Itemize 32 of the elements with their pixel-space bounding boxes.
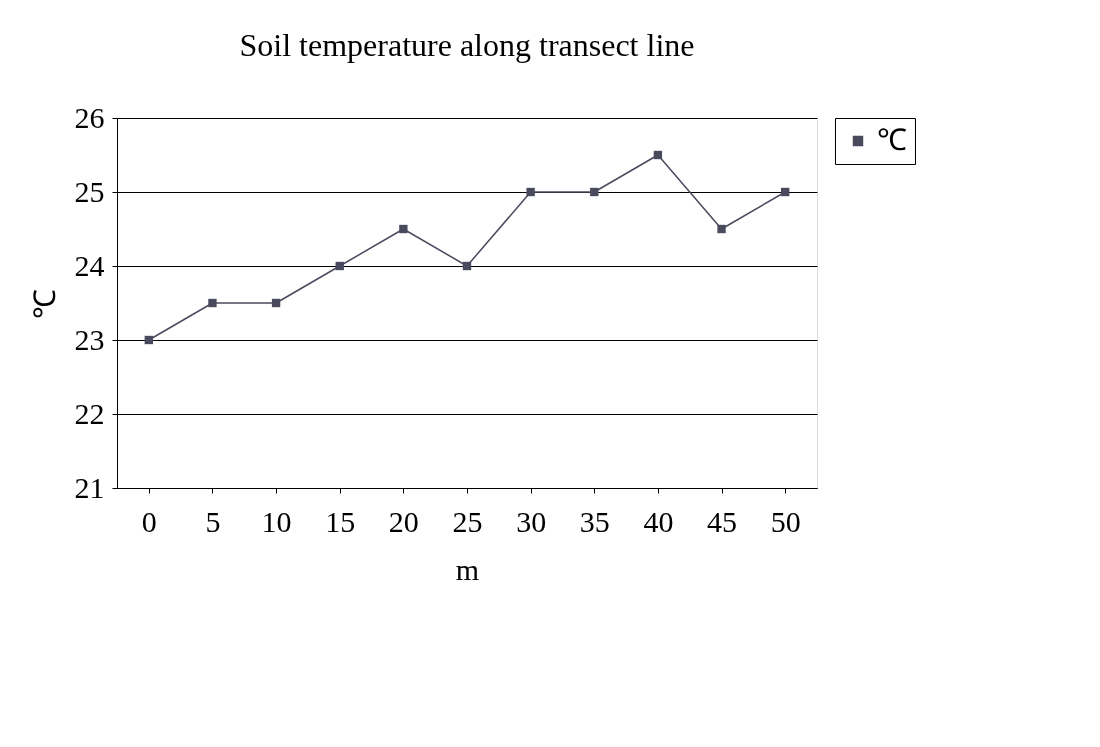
x-tick-label: 50 (770, 504, 801, 538)
y-tick-label: 26 (74, 100, 105, 134)
point (271, 298, 281, 308)
point (717, 224, 726, 234)
x-tick-label: 40 (643, 504, 674, 538)
x-tick-label: 20 (388, 504, 419, 538)
point (653, 150, 663, 160)
x-tick-label: 35 (579, 504, 610, 538)
x-tick-label: 10 (261, 504, 292, 538)
y-axis-title: ℃ (27, 288, 61, 319)
point (462, 261, 472, 271)
x-tick-label: 25 (452, 504, 483, 538)
x-tick-label: 15 (325, 504, 356, 538)
point (781, 187, 790, 197)
y-tick-label: 21 (74, 470, 105, 504)
chart-title: Soil temperature along transect line (239, 27, 695, 63)
point (590, 187, 599, 197)
point (144, 335, 153, 345)
point (335, 261, 344, 271)
y-tick-label: 25 (74, 174, 105, 208)
point (399, 224, 408, 234)
x-axis-title: m (455, 552, 480, 586)
x-tick-label: 0 (141, 504, 157, 538)
y-tick-label: 22 (74, 396, 105, 430)
y-tick-label: 23 (74, 322, 105, 356)
x-tick-label: 30 (516, 504, 547, 538)
y-tick-label: 24 (74, 248, 105, 282)
point (526, 187, 535, 197)
legend-label: ℃ (877, 123, 907, 156)
x-tick-label: 5 (205, 504, 221, 538)
x-tick-label: 45 (707, 504, 738, 538)
point (208, 298, 217, 308)
